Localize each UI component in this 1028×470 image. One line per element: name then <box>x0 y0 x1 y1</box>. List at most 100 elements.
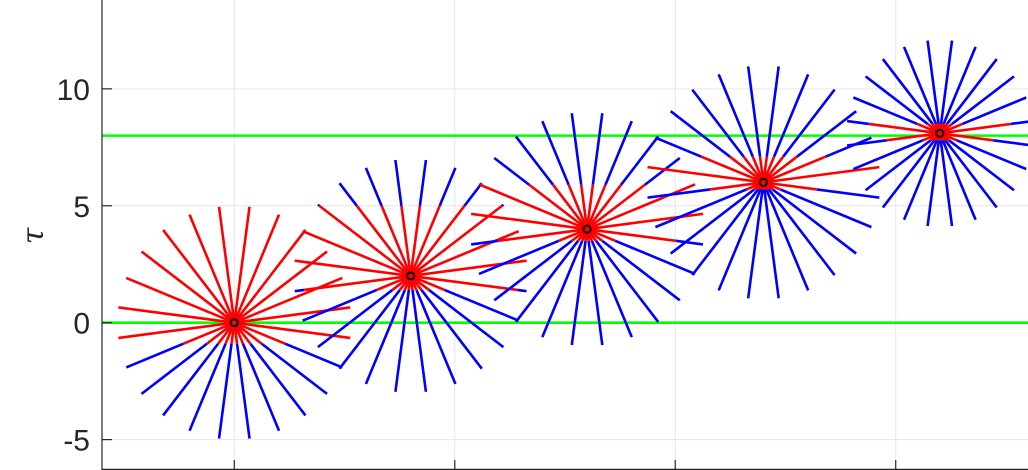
ray-segment-blue <box>654 136 702 158</box>
ray-segment-red <box>647 165 764 184</box>
ray-segment-red <box>233 321 286 345</box>
ray-segment-red <box>939 131 994 142</box>
ray-segment-blue <box>338 289 401 370</box>
ray-segment-blue <box>902 46 938 125</box>
ray-segment-blue <box>517 288 527 293</box>
ray-segment-blue <box>217 343 233 439</box>
y-tick-label: 5 <box>73 191 90 224</box>
ray-segment-red <box>558 227 588 243</box>
ray-segment-red <box>233 214 281 324</box>
ray-segment-red <box>234 321 351 340</box>
ray-segment-blue <box>249 342 307 417</box>
ray-segment-red <box>700 155 764 184</box>
ray-segment-blue <box>944 139 998 209</box>
ray-segment-blue <box>942 46 977 125</box>
ray-segment-blue <box>317 203 321 207</box>
ray-segment-blue <box>601 239 681 302</box>
ray-segment-blue <box>961 96 1027 126</box>
y-axis-label: τ <box>16 227 51 244</box>
ray-segment-blue <box>654 188 747 229</box>
ray-segment-blue <box>926 140 941 227</box>
ray-segment-blue <box>294 288 305 293</box>
ray-segment-red <box>762 155 798 184</box>
burst-1 <box>294 159 527 393</box>
ray-segment-red <box>709 181 764 191</box>
ray-segment-red <box>409 204 466 277</box>
ray-segment-blue <box>493 156 530 186</box>
ray-segment-blue <box>852 139 924 171</box>
ray-segment-blue <box>411 289 428 393</box>
ray-segment-blue <box>317 288 394 349</box>
ray-segment-blue <box>647 188 711 199</box>
ray-bursts <box>118 40 1028 439</box>
ray-segment-red <box>498 227 588 243</box>
ray-segment-blue <box>846 119 869 126</box>
ray-segment-red <box>188 214 236 324</box>
ray-segment-red <box>217 206 236 323</box>
y-tick-label: 0 <box>73 308 90 341</box>
ray-segment-blue <box>881 139 936 209</box>
ray-segment-red <box>586 227 677 243</box>
ray-segment-red <box>551 183 589 230</box>
ray-segment-blue <box>945 58 998 125</box>
ray-segment-red <box>233 229 307 324</box>
ray-segment-blue <box>591 113 604 185</box>
ray-segment-blue <box>956 139 1027 171</box>
ray-segment-red <box>294 259 411 278</box>
ray-segment-red <box>118 306 235 324</box>
ray-segment-blue <box>816 188 880 199</box>
ray-segment-blue <box>825 136 872 158</box>
ray-segment-blue <box>463 182 483 207</box>
ray-segment-blue <box>771 188 857 255</box>
ray-segment-blue <box>717 188 762 291</box>
center-marker-1 <box>406 271 416 281</box>
ray-segment-blue <box>779 188 872 229</box>
ray-segment-red <box>567 184 589 230</box>
ray-segment-red <box>233 321 263 345</box>
ray-segment-blue <box>772 73 810 158</box>
ray-segment-blue <box>394 289 411 393</box>
center-marker-0 <box>229 318 239 328</box>
burst-2 <box>470 113 704 346</box>
ray-segment-blue <box>881 58 934 125</box>
ray-segment-blue <box>541 120 570 186</box>
ray-segment-red <box>162 229 236 324</box>
ray-segment-red <box>302 229 412 278</box>
ray-segment-blue <box>188 343 227 432</box>
ray-segment-red <box>409 205 422 277</box>
ray-segment-blue <box>941 139 977 221</box>
ray-segment-blue <box>590 240 633 338</box>
ray-segment-blue <box>364 167 383 207</box>
ray-segment-blue <box>604 120 633 186</box>
ray-segment-red <box>528 183 588 231</box>
ray-segment-blue <box>235 343 251 439</box>
ray-segment-red <box>318 204 412 277</box>
ray-segment-blue <box>1010 120 1028 126</box>
ray-segment-red <box>409 204 503 277</box>
ray-segment-blue <box>939 140 954 227</box>
ray-segment-blue <box>514 135 554 186</box>
ray-segment-red <box>232 206 251 323</box>
ray-segment-blue <box>644 156 681 186</box>
center-markers <box>229 128 945 328</box>
ray-segment-red <box>585 184 595 230</box>
ray-segment-red <box>233 276 343 324</box>
ray-segment-blue <box>902 139 939 221</box>
ray-segment-red <box>303 274 411 292</box>
ray-segment-blue <box>470 239 499 246</box>
ray-segment-blue <box>782 88 836 158</box>
axes: -5 0 5 10 <box>57 0 1028 470</box>
ray-segment-red <box>380 205 412 277</box>
ray-segment-blue <box>438 167 457 207</box>
ray-segment-red <box>586 183 646 231</box>
ray-segment-red <box>586 183 695 231</box>
ray-segment-blue <box>444 288 520 322</box>
ray-segment-red <box>410 229 520 278</box>
ray-segment-blue <box>948 139 1015 192</box>
ray-segment-blue <box>364 289 407 385</box>
ray-segment-blue <box>587 240 604 346</box>
ray-segment-blue <box>514 240 580 323</box>
ray-segment-red <box>125 276 235 324</box>
ray-segment-red <box>400 205 412 277</box>
ray-segment-red <box>410 274 446 292</box>
